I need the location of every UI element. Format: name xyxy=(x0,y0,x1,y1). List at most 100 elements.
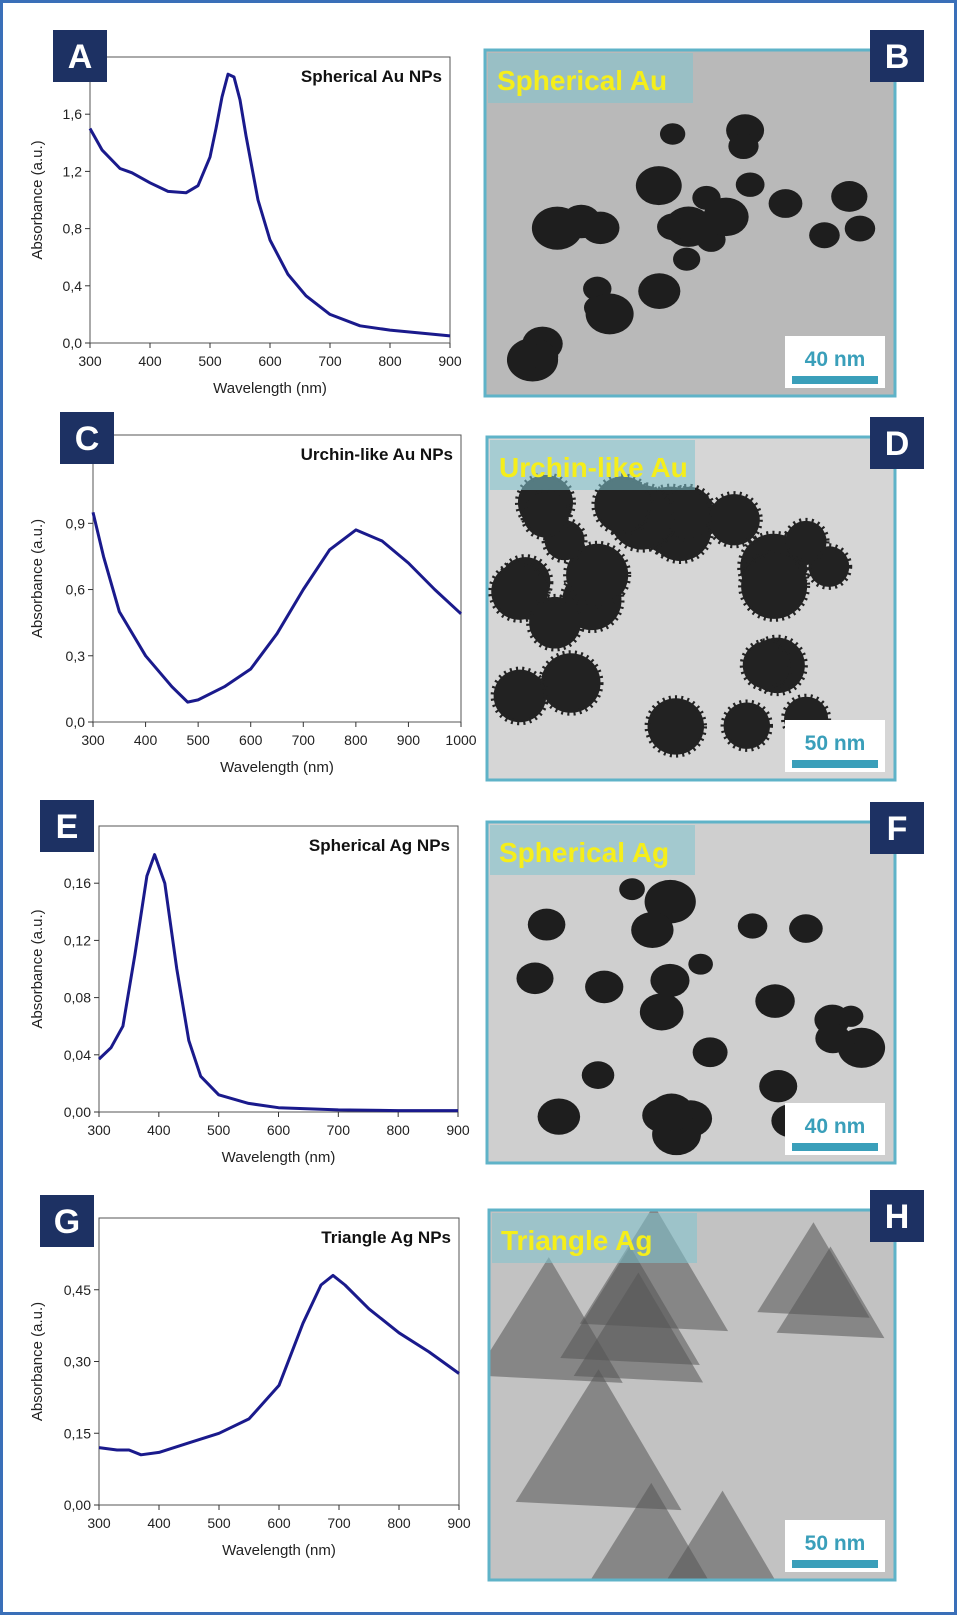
particle xyxy=(640,993,684,1030)
particle xyxy=(619,878,645,900)
x-tick-label: 500 xyxy=(198,353,222,369)
x-tick-label: 300 xyxy=(81,732,105,748)
x-tick-label: 800 xyxy=(378,353,402,369)
y-axis-label: Absorbance (a.u.) xyxy=(29,519,46,638)
x-axis-label: Wavelength (nm) xyxy=(220,759,334,776)
x-tick-label: 600 xyxy=(267,1122,291,1138)
particle xyxy=(582,1061,615,1089)
x-axis-label: Wavelength (nm) xyxy=(222,1149,336,1166)
particle xyxy=(673,248,700,271)
x-tick-label: 1000 xyxy=(445,732,476,748)
figure: 3004005006007008009000,00,40,81,21,6Wave… xyxy=(0,0,957,1615)
y-tick-label: 0,9 xyxy=(66,515,86,531)
y-tick-label: 0,45 xyxy=(64,1282,91,1298)
chart-title: Spherical Ag NPs xyxy=(309,836,450,855)
particle xyxy=(650,964,689,997)
x-tick-label: 700 xyxy=(327,1515,351,1531)
image-caption: Urchin-like Au xyxy=(499,452,688,483)
chart-title: Triangle Ag NPs xyxy=(321,1228,451,1247)
y-tick-label: 0,30 xyxy=(64,1354,91,1370)
y-tick-label: 0,0 xyxy=(63,335,83,351)
particle xyxy=(688,954,713,975)
y-tick-label: 0,12 xyxy=(64,932,91,948)
x-tick-label: 400 xyxy=(138,353,162,369)
x-axis-label: Wavelength (nm) xyxy=(222,1542,336,1559)
y-tick-label: 0,16 xyxy=(64,875,91,891)
scale-label: 50 nm xyxy=(805,732,866,755)
particle xyxy=(741,553,807,619)
panel-label: H xyxy=(885,1198,910,1236)
y-tick-label: 0,3 xyxy=(66,648,86,664)
panel-label: D xyxy=(885,425,910,463)
particle xyxy=(789,914,823,943)
particle xyxy=(636,166,682,205)
panel-label: F xyxy=(887,810,908,848)
y-tick-label: 0,0 xyxy=(66,714,86,730)
particle xyxy=(528,909,566,941)
y-tick-label: 0,6 xyxy=(66,582,86,598)
particle xyxy=(769,189,803,218)
particle xyxy=(815,1023,850,1053)
scale-label: 40 nm xyxy=(805,1115,866,1138)
x-tick-label: 500 xyxy=(207,1515,231,1531)
x-tick-label: 400 xyxy=(134,732,158,748)
particle xyxy=(538,1099,581,1135)
y-tick-label: 0,00 xyxy=(64,1497,91,1513)
x-tick-label: 900 xyxy=(446,1122,470,1138)
particle xyxy=(528,343,559,369)
chart-title: Urchin-like Au NPs xyxy=(301,445,453,464)
y-tick-label: 0,08 xyxy=(64,990,91,1006)
x-tick-label: 300 xyxy=(87,1122,111,1138)
x-tick-label: 900 xyxy=(397,732,421,748)
y-tick-label: 1,2 xyxy=(63,163,83,179)
x-tick-label: 600 xyxy=(258,353,282,369)
particle xyxy=(631,912,673,948)
chart-title: Spherical Au NPs xyxy=(301,67,442,86)
y-axis-label: Absorbance (a.u.) xyxy=(29,1302,46,1421)
x-tick-label: 800 xyxy=(344,732,368,748)
particle xyxy=(809,222,840,248)
x-tick-label: 600 xyxy=(239,732,263,748)
particle xyxy=(585,971,623,1004)
y-tick-label: 0,00 xyxy=(64,1104,91,1120)
particle xyxy=(586,294,634,335)
particle xyxy=(755,984,794,1018)
x-tick-label: 700 xyxy=(318,353,342,369)
x-axis-label: Wavelength (nm) xyxy=(213,380,327,397)
particle xyxy=(736,172,765,196)
panel-label: B xyxy=(885,38,910,76)
panel-label: G xyxy=(54,1203,80,1241)
y-tick-label: 0,8 xyxy=(63,221,83,237)
x-tick-label: 900 xyxy=(447,1515,471,1531)
particle xyxy=(709,494,760,545)
particle xyxy=(523,492,568,537)
y-tick-label: 1,6 xyxy=(63,106,83,122)
x-tick-label: 700 xyxy=(327,1122,351,1138)
particle xyxy=(759,1070,797,1102)
particle xyxy=(838,1006,863,1027)
y-tick-label: 0,04 xyxy=(64,1047,91,1063)
x-tick-label: 900 xyxy=(438,353,462,369)
scale-bar xyxy=(792,1143,878,1151)
particle xyxy=(786,521,827,562)
particle xyxy=(648,698,704,754)
particle xyxy=(724,702,770,748)
particle xyxy=(541,653,601,713)
particle xyxy=(660,123,685,145)
image-caption: Spherical Au xyxy=(497,65,667,96)
panel-label: C xyxy=(75,420,100,458)
x-tick-label: 400 xyxy=(147,1122,171,1138)
particle xyxy=(738,913,768,938)
scale-label: 50 nm xyxy=(805,1532,866,1555)
particle xyxy=(728,133,758,159)
panel-label: E xyxy=(56,808,79,846)
scale-bar xyxy=(792,376,878,384)
x-tick-label: 800 xyxy=(386,1122,410,1138)
y-axis-label: Absorbance (a.u.) xyxy=(29,909,46,1028)
x-tick-label: 600 xyxy=(267,1515,291,1531)
image-caption: Spherical Ag xyxy=(499,837,669,868)
x-tick-label: 300 xyxy=(78,353,102,369)
x-tick-label: 500 xyxy=(207,1122,231,1138)
panel-label: A xyxy=(68,38,93,76)
particle xyxy=(642,1098,682,1132)
